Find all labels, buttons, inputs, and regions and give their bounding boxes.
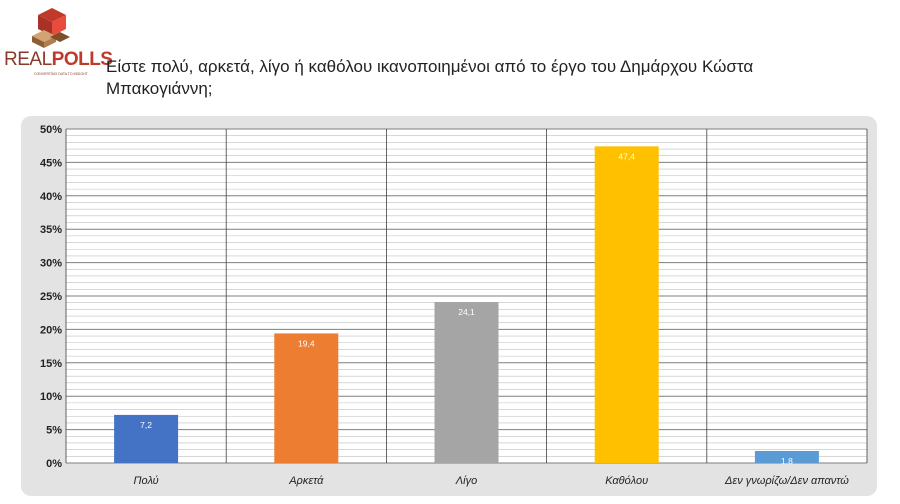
bar-value-label: 1,8 xyxy=(781,456,793,466)
x-tick-label: Αρκετά xyxy=(288,475,324,487)
bar-value-label: 24,1 xyxy=(458,307,475,317)
bar-value-label: 19,4 xyxy=(298,338,315,348)
chart-title: Είστε πολύ, αρκετά, λίγο ή καθόλου ικανο… xyxy=(106,57,754,98)
y-tick-label: 5% xyxy=(46,425,62,437)
bar xyxy=(434,302,499,463)
y-tick-label: 15% xyxy=(40,358,62,370)
y-tick-label: 50% xyxy=(40,124,62,136)
y-tick-label: 10% xyxy=(40,391,62,403)
x-tick-label: Καθόλου xyxy=(605,475,648,487)
bar-value-label: 7,2 xyxy=(140,420,152,430)
bar-value-label: 47,4 xyxy=(618,151,635,161)
y-tick-label: 45% xyxy=(40,157,62,169)
y-tick-label: 20% xyxy=(40,324,62,336)
y-tick-label: 25% xyxy=(40,291,62,303)
logo-tagline: CONVERTING DATA TO INSIGHT xyxy=(34,72,88,76)
bar-chart: 0% 5% 10% 15% 20% 25% 30% 35% 40% 45% 50% 7,2 Πολύ 19… xyxy=(40,124,868,487)
bar xyxy=(114,414,179,463)
y-tick-label: 0% xyxy=(46,458,62,470)
realpolls-logo: REALPOLLS CONVERTING DATA TO INSIGHT xyxy=(4,6,113,76)
y-tick-label: 30% xyxy=(40,258,62,270)
logo-wordmark: REALPOLLS xyxy=(4,49,113,70)
bar xyxy=(274,333,339,463)
logo-cube-icon xyxy=(32,8,70,48)
y-tick-label: 35% xyxy=(40,224,62,236)
x-tick-label: Λίγο xyxy=(455,475,477,487)
bar xyxy=(594,146,659,464)
bar xyxy=(754,450,819,463)
x-tick-label: Πολύ xyxy=(133,475,158,487)
chart-panel: 0% 5% 10% 15% 20% 25% 30% 35% 40% 45% 50% 7,2 Πολύ 19… xyxy=(21,116,877,496)
y-tick-label: 40% xyxy=(40,191,62,203)
x-tick-label: Δεν γνωρίζω/Δεν απαντώ xyxy=(724,475,849,487)
